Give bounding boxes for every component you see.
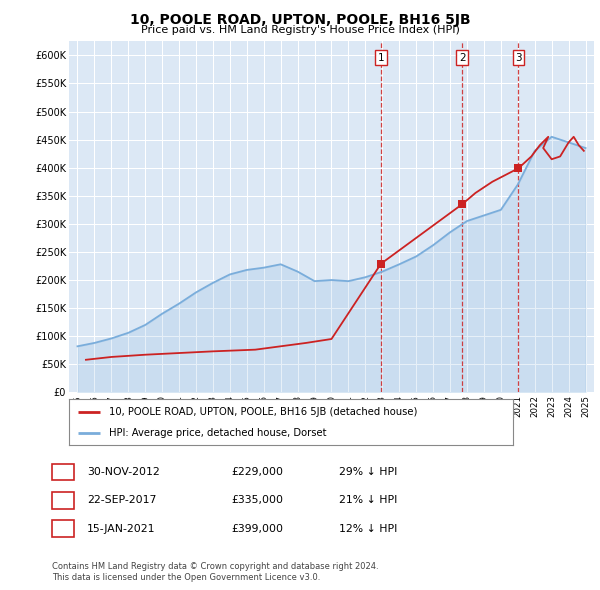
Text: 21% ↓ HPI: 21% ↓ HPI [339,496,397,505]
Text: £335,000: £335,000 [231,496,283,505]
Text: 3: 3 [515,53,522,63]
Text: £399,000: £399,000 [231,524,283,533]
Text: 10, POOLE ROAD, UPTON, POOLE, BH16 5JB: 10, POOLE ROAD, UPTON, POOLE, BH16 5JB [130,13,470,27]
Text: £229,000: £229,000 [231,467,283,477]
Text: 2: 2 [59,496,67,505]
Text: 3: 3 [59,524,67,533]
Text: Price paid vs. HM Land Registry's House Price Index (HPI): Price paid vs. HM Land Registry's House … [140,25,460,35]
Text: 12% ↓ HPI: 12% ↓ HPI [339,524,397,533]
Text: HPI: Average price, detached house, Dorset: HPI: Average price, detached house, Dors… [109,428,326,438]
Text: 1: 1 [59,467,67,477]
Text: Contains HM Land Registry data © Crown copyright and database right 2024.
This d: Contains HM Land Registry data © Crown c… [52,562,378,582]
Text: 1: 1 [377,53,384,63]
Text: 30-NOV-2012: 30-NOV-2012 [87,467,160,477]
Text: 29% ↓ HPI: 29% ↓ HPI [339,467,397,477]
Text: 15-JAN-2021: 15-JAN-2021 [87,524,155,533]
Text: 22-SEP-2017: 22-SEP-2017 [87,496,157,505]
Text: 2: 2 [459,53,466,63]
Text: 10, POOLE ROAD, UPTON, POOLE, BH16 5JB (detached house): 10, POOLE ROAD, UPTON, POOLE, BH16 5JB (… [109,407,418,417]
